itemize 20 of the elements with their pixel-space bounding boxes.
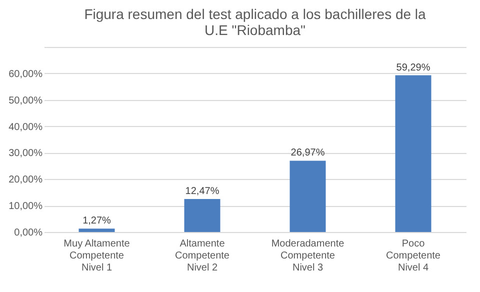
x-tick-label: Poco Competente Nivel 4 (386, 238, 441, 274)
y-tick-label: 20,00% (8, 174, 43, 186)
bar (78, 228, 115, 232)
data-label: 59,29% (396, 62, 430, 74)
bar (395, 75, 432, 232)
data-label: 26,97% (290, 148, 325, 159)
bar (184, 199, 220, 232)
y-tick-label: 0,00% (14, 228, 43, 238)
y-tick-label: 10,00% (8, 201, 43, 212)
y-tick-label: 30,00% (8, 148, 43, 160)
y-tick-label: 50,00% (8, 95, 43, 106)
x-tick-label: Altamente Competente Nivel 2 (175, 238, 230, 274)
y-tick-label: 60,00% (8, 68, 43, 80)
chart-title: Figura resumen del test aplicado a los bachilleres de la U.E "Riobamba" (84, 6, 426, 38)
data-label: 1,27% (82, 216, 112, 227)
bar (290, 160, 326, 232)
data-label: 12,47% (185, 186, 220, 198)
x-tick-label: Moderadamente Competente Nivel 3 (271, 238, 345, 274)
x-tick-label: Muy Altamente Competente Nivel 1 (64, 238, 130, 274)
y-tick-label: 40,00% (8, 122, 43, 133)
